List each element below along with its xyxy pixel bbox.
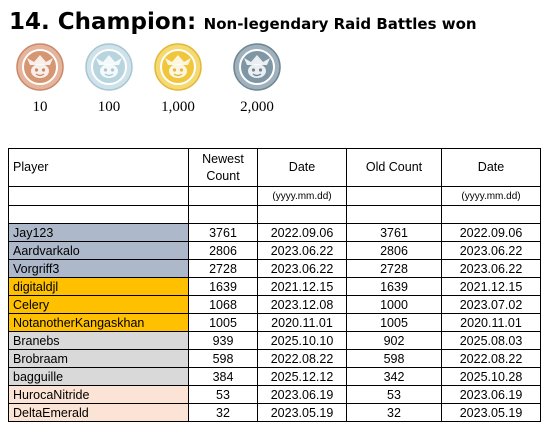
silver-medal-icon xyxy=(85,43,133,91)
newest-date: 2023.06.19 xyxy=(257,385,347,404)
table-row: Aardvarkalo 2806 2023.06.22 2806 2023.06.22 xyxy=(8,241,541,260)
newest-date: 2025.12.12 xyxy=(257,367,347,386)
medal-platinum: 2,000 xyxy=(233,43,281,115)
platinum-medal-icon xyxy=(233,43,281,91)
format-spacer xyxy=(188,186,258,206)
blank-cell xyxy=(188,205,258,224)
player-name: digitaldjl xyxy=(8,277,189,296)
table-row: Vorgriff3 2728 2023.06.22 2728 2023.06.22 xyxy=(8,259,541,278)
date-format-note: (yyyy.mm.dd) xyxy=(257,186,347,206)
player-name: NotanotherKangaskhan xyxy=(8,313,189,332)
table-row: Brobraam 598 2022.08.22 598 2022.08.22 xyxy=(8,349,541,368)
newest-date: 2022.08.22 xyxy=(257,349,347,368)
player-name: Branebs xyxy=(8,331,189,350)
bronze-medal-icon xyxy=(16,43,64,91)
header-date: Date xyxy=(257,148,347,187)
newest-count: 53 xyxy=(188,385,258,404)
old-count: 1000 xyxy=(346,295,442,314)
old-date: 2023.06.22 xyxy=(441,259,541,278)
old-count: 53 xyxy=(346,385,442,404)
old-count: 3761 xyxy=(346,223,442,242)
newest-count: 32 xyxy=(188,403,258,422)
old-count: 32 xyxy=(346,403,442,422)
old-count: 1005 xyxy=(346,313,442,332)
newest-date: 2023.12.08 xyxy=(257,295,347,314)
player-name: HurocaNitride xyxy=(8,385,189,404)
old-date: 2023.07.02 xyxy=(441,295,541,314)
header-player: Player xyxy=(8,148,189,187)
blank-cell xyxy=(441,205,541,224)
old-count: 342 xyxy=(346,367,442,386)
format-spacer xyxy=(346,186,442,206)
medal-label-gold: 1,000 xyxy=(161,99,195,115)
player-name: Jay123 xyxy=(8,223,189,242)
old-count: 2806 xyxy=(346,241,442,260)
newest-date: 2020.11.01 xyxy=(257,313,347,332)
newest-count: 1639 xyxy=(188,277,258,296)
newest-date: 2025.10.10 xyxy=(257,331,347,350)
old-date: 2020.11.01 xyxy=(441,313,541,332)
table-row: Celery 1068 2023.12.08 1000 2023.07.02 xyxy=(8,295,541,314)
old-date: 2023.06.19 xyxy=(441,385,541,404)
old-date: 2022.09.06 xyxy=(441,223,541,242)
newest-date: 2021.12.15 xyxy=(257,277,347,296)
player-name: DeltaEmerald xyxy=(8,403,189,422)
old-date: 2022.08.22 xyxy=(441,349,541,368)
player-name: Celery xyxy=(8,295,189,314)
format-spacer xyxy=(8,186,189,206)
old-date: 2025.10.28 xyxy=(441,367,541,386)
table-row: NotanotherKangaskhan 1005 2020.11.01 1005 20… xyxy=(8,313,541,332)
old-count: 1639 xyxy=(346,277,442,296)
newest-date: 2023.05.19 xyxy=(257,403,347,422)
newest-date: 2023.06.22 xyxy=(257,241,347,260)
table-row: Jay123 3761 2022.09.06 3761 2022.09.06 xyxy=(8,223,541,242)
player-name: Vorgriff3 xyxy=(8,259,189,278)
newest-date: 2023.06.22 xyxy=(257,259,347,278)
title-main: 14. Champion: xyxy=(9,9,197,35)
newest-count: 2806 xyxy=(188,241,258,260)
medal-gold: 1,000 xyxy=(154,43,202,115)
newest-count: 3761 xyxy=(188,223,258,242)
old-date: 2025.08.03 xyxy=(441,331,541,350)
table-row: digitaldjl 1639 2021.12.15 1639 2021.12.15 xyxy=(8,277,541,296)
table-row: DeltaEmerald 32 2023.05.19 32 2023.05.19 xyxy=(8,403,541,422)
leaderboard-rows: Jay123 3761 2022.09.06 3761 2022.09.06 Aardva… xyxy=(8,223,541,422)
header-old-count: Old Count xyxy=(346,148,442,187)
newest-count: 1005 xyxy=(188,313,258,332)
newest-count: 1068 xyxy=(188,295,258,314)
newest-count: 2728 xyxy=(188,259,258,278)
table-row: HurocaNitride 53 2023.06.19 53 2023.06.19 xyxy=(8,385,541,404)
newest-date: 2022.09.06 xyxy=(257,223,347,242)
blank-cell xyxy=(346,205,442,224)
player-name: bagguille xyxy=(8,367,189,386)
player-name: Aardvarkalo xyxy=(8,241,189,260)
table-row: Branebs 939 2025.10.10 902 2025.08.03 xyxy=(8,331,541,350)
title-subtitle: Non-legendary Raid Battles won xyxy=(203,15,477,33)
newest-count: 939 xyxy=(188,331,258,350)
player-name: Brobraam xyxy=(8,349,189,368)
table-row: bagguille 384 2025.12.12 342 2025.10.28 xyxy=(8,367,541,386)
gold-medal-icon xyxy=(154,43,202,91)
medal-silver: 100 xyxy=(85,43,133,115)
date-format-note: (yyyy.mm.dd) xyxy=(441,186,541,206)
medal-label-platinum: 2,000 xyxy=(240,99,274,115)
blank-cell xyxy=(8,205,189,224)
old-date: 2023.05.19 xyxy=(441,403,541,422)
newest-count: 598 xyxy=(188,349,258,368)
newest-count: 384 xyxy=(188,367,258,386)
medal-bronze: 10 xyxy=(16,43,64,115)
old-count: 598 xyxy=(346,349,442,368)
old-count: 902 xyxy=(346,331,442,350)
header-date-old: Date xyxy=(441,148,541,187)
blank-cell xyxy=(257,205,347,224)
old-count: 2728 xyxy=(346,259,442,278)
header-newest-count: Newest Count xyxy=(188,148,258,187)
medal-label-bronze: 10 xyxy=(32,99,48,115)
page-title: 14. Champion: Non-legendary Raid Battles… xyxy=(9,9,477,35)
old-date: 2021.12.15 xyxy=(441,277,541,296)
medal-label-silver: 100 xyxy=(97,99,121,115)
old-date: 2023.06.22 xyxy=(441,241,541,260)
leaderboard-table: Player Newest Count Date Old Count Date … xyxy=(8,148,541,422)
